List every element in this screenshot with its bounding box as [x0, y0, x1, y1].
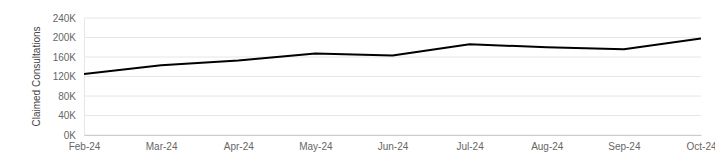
grid-line	[84, 115, 701, 116]
y-axis: 0K 40K 80K 120K 160K 200K 240K	[53, 13, 85, 141]
y-tick: 240K	[53, 13, 84, 24]
grid-line	[84, 135, 701, 136]
chart: 0K 40K 80K 120K 160K 200K 240K Feb-24 Mar-24 Apr-…	[0, 0, 715, 160]
x-tick-label: May-24	[299, 141, 333, 152]
grid-line	[84, 57, 701, 58]
x-tick: Mar-24	[146, 135, 178, 152]
x-tick-label: Apr-24	[224, 141, 254, 152]
y-tick-label: 80K	[58, 91, 76, 102]
x-tick: Oct-24	[686, 135, 715, 152]
x-tick: Jul-24	[457, 135, 485, 152]
y-tick: 200K	[53, 32, 84, 43]
y-axis-title: Claimed Consultations	[31, 26, 42, 126]
grid-line	[84, 96, 701, 97]
x-tick-label: Aug-24	[531, 141, 564, 152]
y-tick-label: 160K	[53, 52, 77, 63]
grid-line	[84, 37, 701, 38]
x-tick-label: Sep-24	[608, 141, 641, 152]
y-tick: 40K	[58, 110, 84, 121]
x-tick: May-24	[299, 135, 333, 152]
y-tick-label: 240K	[53, 13, 77, 24]
x-tick-label: Jul-24	[457, 141, 485, 152]
x-tick-label: Oct-24	[686, 141, 715, 152]
y-tick-label: 40K	[58, 110, 76, 121]
y-tick: 0K	[64, 130, 84, 141]
grid-line	[84, 76, 701, 77]
x-tick: Sep-24	[608, 135, 641, 152]
y-tick-label: 0K	[64, 130, 77, 141]
y-tick-label: 200K	[53, 32, 77, 43]
plot: 0K 40K 80K 120K 160K 200K 240K Feb-24 Mar-24 Apr-…	[53, 13, 715, 152]
y-tick: 120K	[53, 71, 84, 82]
grid-line	[84, 18, 701, 19]
x-axis-line	[85, 135, 702, 136]
y-tick-label: 120K	[53, 71, 77, 82]
x-tick-label: Mar-24	[146, 141, 178, 152]
x-tick: Jun-24	[378, 135, 409, 152]
grid	[84, 18, 701, 135]
y-tick: 80K	[58, 91, 84, 102]
x-tick-label: Jun-24	[378, 141, 409, 152]
x-tick: Feb-24	[69, 135, 101, 152]
x-tick-label: Feb-24	[69, 141, 101, 152]
series	[84, 38, 701, 74]
line	[84, 38, 701, 74]
x-tick: Aug-24	[531, 135, 564, 152]
x-axis: Feb-24 Mar-24 Apr-24 May-24 Jun-24 Jul-24 Aug-…	[69, 135, 715, 152]
y-tick: 160K	[53, 52, 84, 63]
y-axis-line	[84, 19, 85, 136]
x-tick: Apr-24	[224, 135, 254, 152]
